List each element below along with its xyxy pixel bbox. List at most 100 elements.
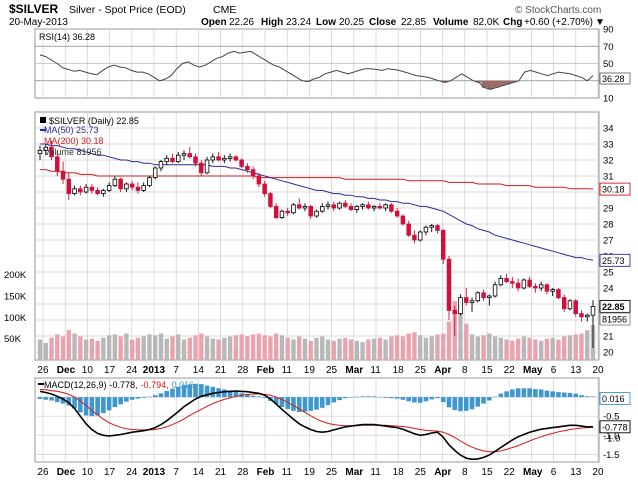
volume-bar <box>124 333 129 360</box>
macd-histogram-bar <box>331 397 337 403</box>
macd-histogram-bar <box>273 397 279 404</box>
candle-body <box>406 223 411 236</box>
candle-body <box>152 167 158 179</box>
macd-histogram-bar <box>377 397 383 398</box>
candle-body <box>429 225 434 228</box>
candle-body <box>533 285 538 289</box>
x-tick-label: 25 <box>415 467 427 478</box>
candle-body <box>66 178 72 194</box>
dropdown-arrow-icon[interactable]: ▼ <box>595 17 605 28</box>
volume-bar <box>268 336 273 360</box>
macd-histogram-bar <box>95 397 100 416</box>
volume-bar <box>498 337 504 360</box>
volume-bar <box>533 339 538 360</box>
macd-histogram-bar <box>193 383 198 398</box>
candle-body <box>78 188 83 193</box>
macd-histogram-bar <box>423 397 429 402</box>
macd-histogram-bar <box>308 397 314 411</box>
x-tick-label: 21 <box>215 365 227 376</box>
candle-body <box>475 292 481 302</box>
price-tick-label: 31 <box>603 172 614 183</box>
x-tick-label: 26 <box>37 467 49 478</box>
macd-histogram-bar <box>342 397 348 399</box>
volume-bar <box>371 338 377 360</box>
candle-body <box>590 305 596 316</box>
rsi-grid <box>35 29 599 98</box>
x-tick-label: 6 <box>551 365 557 376</box>
volume-label: Volume <box>433 17 469 28</box>
candle-body <box>579 313 584 318</box>
macd-histogram-bar <box>158 393 164 398</box>
candle-body <box>141 185 146 191</box>
x-tick-label: Mar <box>345 467 363 478</box>
macd-histogram-bar <box>319 397 325 408</box>
candle-body <box>268 193 273 207</box>
macd-histogram-bar <box>256 396 262 398</box>
macd-title-line: MACD(12,26,9) -0.778, -0.794, 0.016 <box>44 380 194 390</box>
macd-histogram-bar <box>412 397 417 403</box>
volume-bar <box>37 339 43 360</box>
x-tick-label: 28 <box>237 365 249 376</box>
candle-body <box>55 156 60 172</box>
macd-histogram-bar <box>584 396 590 398</box>
candle-body <box>83 186 89 193</box>
volume-bar <box>245 336 250 360</box>
macd-histogram-bar <box>72 397 77 409</box>
close-last-value: 22.85 <box>602 302 625 312</box>
macd-histogram-bar <box>538 389 544 398</box>
x-tick-label: 10 <box>82 467 94 478</box>
x-tick-label: 8 <box>462 467 468 478</box>
ma50-legend-swatch <box>40 129 46 131</box>
candle-body <box>250 169 256 177</box>
hist-last-value-box <box>599 392 631 405</box>
price-tick-label: 24 <box>603 284 614 295</box>
macd-histogram-bar <box>515 388 521 398</box>
high-label: High <box>261 17 283 28</box>
macd-legend-swatch <box>38 383 44 385</box>
x-tick-label: 20 <box>592 365 604 376</box>
x-tick-label: 21 <box>215 467 227 478</box>
candle-body <box>199 162 204 174</box>
macd-title: MACD(12,26,9) <box>44 380 107 390</box>
macd-histogram-bar <box>325 397 331 406</box>
volume-bar <box>158 333 164 360</box>
candle-body <box>181 153 187 156</box>
candle-body <box>423 226 429 233</box>
volume-bar <box>481 335 486 360</box>
macd-histogram-bar <box>227 390 233 398</box>
candle-body <box>458 297 463 315</box>
macd-histogram-bar <box>337 397 342 401</box>
low-label: Low <box>316 17 336 28</box>
rsi-tick-label: 70 <box>603 42 614 53</box>
volume-last-value-box <box>599 312 631 326</box>
x-tick-label: 2013 <box>143 467 166 478</box>
volume-bar <box>377 337 383 360</box>
hist-last-value: 0.016 <box>602 394 625 404</box>
macd-tick-label: -1.5 <box>603 450 619 461</box>
macd-histogram-bar <box>285 397 291 409</box>
candle-body <box>101 189 106 194</box>
macd-histogram-bar <box>245 394 250 398</box>
volume-bar <box>325 339 331 360</box>
volume-bar <box>199 333 204 360</box>
volume-bar <box>216 339 221 360</box>
candle-body <box>510 281 515 284</box>
candle-body <box>158 161 164 169</box>
volume-bar <box>233 335 239 360</box>
candle-body <box>498 277 504 286</box>
macd-histogram-bar <box>302 397 308 412</box>
macd-histogram-bar <box>446 397 452 408</box>
volume-bar <box>400 336 406 360</box>
volume-bar <box>579 333 584 360</box>
candle-body <box>377 205 383 209</box>
macd-histogram-bar <box>579 395 584 398</box>
volume-bar <box>469 334 475 360</box>
candle-body <box>239 159 244 167</box>
volume-bar <box>118 336 123 360</box>
open-value: 22.26 <box>229 17 254 28</box>
exchange-label: CME <box>213 4 236 16</box>
candle-body <box>435 225 440 231</box>
volume-bar <box>210 338 216 360</box>
macd-histogram-bar <box>83 397 89 416</box>
candle-body <box>227 156 233 159</box>
